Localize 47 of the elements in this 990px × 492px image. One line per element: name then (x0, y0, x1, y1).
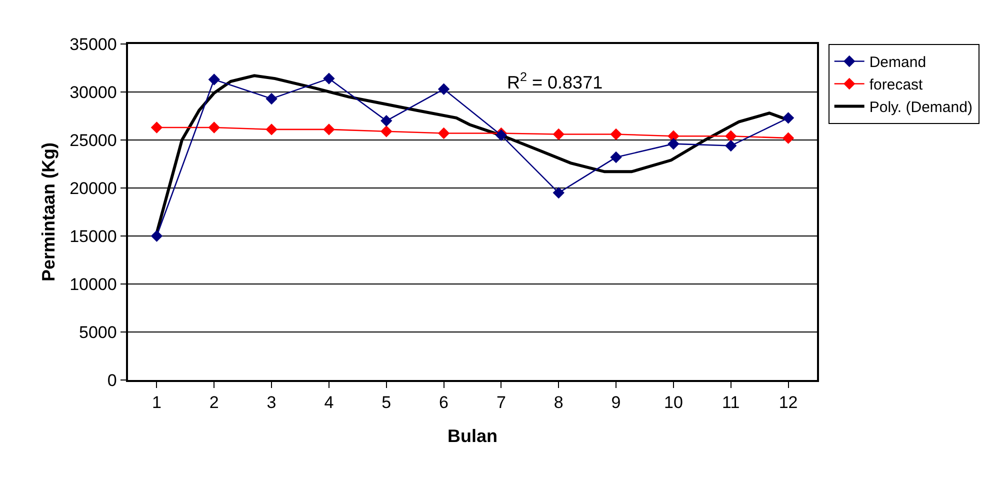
point (782, 132, 794, 144)
point (725, 130, 737, 142)
x-tick-label: 11 (722, 393, 740, 412)
point (150, 122, 163, 134)
point (782, 112, 794, 124)
point (610, 128, 622, 140)
point (208, 74, 220, 86)
x-tick-label: 8 (554, 393, 564, 412)
point (150, 230, 163, 242)
legend-label: forecast (869, 76, 924, 94)
legend-label: Poly. (Demand) (869, 99, 972, 116)
point (323, 72, 335, 84)
x-tick-label: 6 (439, 393, 449, 412)
point (208, 122, 220, 134)
x-tick-label: 10 (664, 393, 683, 412)
point (266, 92, 278, 105)
y-tick-label: 35000 (70, 34, 117, 54)
x-tick-label: 12 (778, 393, 798, 412)
legend-label: Demand (869, 54, 926, 72)
y-tick-label: 20000 (70, 178, 117, 198)
point (610, 151, 622, 164)
point (380, 114, 392, 127)
point (266, 124, 278, 136)
point (380, 126, 392, 138)
y-tick-label: 5000 (79, 322, 117, 342)
y-tick-label: 10000 (70, 274, 117, 294)
x-tick-label: 9 (611, 393, 621, 412)
x-tick-label: 5 (382, 393, 392, 412)
point (438, 127, 450, 140)
y-tick-label: 15000 (70, 226, 117, 246)
x-tick-label: 3 (266, 393, 276, 412)
point (552, 186, 564, 199)
x-tick-label: 1 (152, 393, 162, 412)
x-tick-label: 2 (209, 393, 219, 412)
x-tick-label: 4 (324, 393, 334, 412)
y-axis-title: Permintaan (Kg) (38, 142, 58, 282)
x-tick-label: 7 (496, 393, 506, 412)
annotation: R$^{2}$ = 0.8371 (507, 70, 603, 93)
y-tick-label: 30000 (70, 82, 117, 102)
x-axis-title: Bulan (447, 426, 498, 446)
point (668, 138, 680, 150)
y-tick-label: 0 (107, 370, 117, 390)
point (438, 83, 450, 95)
point (552, 128, 564, 140)
y-tick-label: 25000 (70, 130, 117, 150)
point (725, 140, 737, 152)
point (323, 124, 335, 136)
